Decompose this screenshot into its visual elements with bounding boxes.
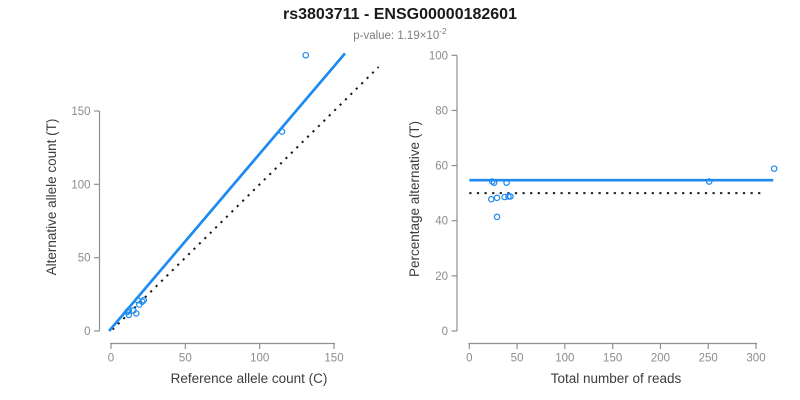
x-tick-label: 50 — [511, 353, 524, 365]
y-tick-label: 0 — [84, 326, 90, 338]
data-point — [487, 195, 495, 203]
x-tick-label: 100 — [250, 353, 269, 365]
left-x-axis-title: Reference allele count (C) — [171, 371, 328, 386]
y-tick-label: 100 — [429, 50, 448, 62]
x-tick-label: 50 — [179, 353, 192, 365]
data-point — [770, 165, 778, 172]
data-point — [140, 296, 148, 304]
y-tick-label: 60 — [435, 161, 448, 173]
y-tick-label: 40 — [435, 216, 448, 228]
x-tick-label: 300 — [746, 353, 765, 365]
x-tick-label: 0 — [108, 353, 114, 365]
y-tick-label: 20 — [435, 271, 448, 283]
p-value-mantissa: 1.19×10 — [397, 29, 440, 42]
p-value-exponent: -2 — [439, 26, 447, 36]
data-point — [705, 178, 713, 185]
data-point — [302, 51, 310, 59]
identity-line — [111, 66, 380, 331]
data-point — [505, 193, 512, 200]
data-point — [490, 179, 498, 186]
x-tick-label: 100 — [555, 353, 574, 365]
left-y-axis-title: Alternative allele count (T) — [44, 119, 59, 276]
data-point — [493, 194, 501, 202]
y-tick-label: 0 — [442, 326, 448, 338]
data-point — [493, 213, 501, 221]
right-panel-percentage: 0 50 100 150 200 250 300 0 20 40 60 80 100 — [429, 50, 778, 365]
right-y-axis-title: Percentage alternative (T) — [407, 121, 422, 277]
right-x-axis-title: Total number of reads — [551, 371, 682, 386]
x-tick-label: 200 — [651, 353, 670, 365]
data-point — [503, 179, 510, 186]
x-tick-label: 0 — [466, 353, 472, 365]
plot-title: rs3803711 - ENSG00000182601 — [283, 6, 517, 23]
left-panel-allele-counts: 0 50 100 150 0 50 100 150 — [71, 51, 380, 365]
y-tick-label: 100 — [71, 179, 90, 191]
y-tick-label: 150 — [71, 106, 90, 118]
data-point — [278, 128, 286, 135]
data-point — [507, 193, 514, 200]
data-point — [138, 298, 146, 305]
plot-subtitle: p-value: 1.19×10-2 — [0, 26, 800, 42]
x-tick-label: 250 — [699, 353, 718, 365]
fit-line — [108, 52, 347, 332]
x-tick-label: 150 — [603, 353, 622, 365]
data-point — [125, 311, 133, 319]
y-tick-label: 50 — [78, 253, 91, 265]
data-point — [125, 307, 133, 314]
y-tick-label: 80 — [435, 105, 448, 117]
data-point — [132, 310, 140, 317]
x-tick-label: 150 — [324, 353, 343, 365]
p-value-label: p-value: — [353, 29, 398, 42]
